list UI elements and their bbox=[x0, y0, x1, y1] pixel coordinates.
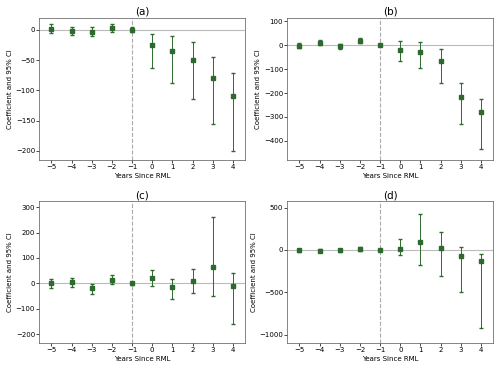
Y-axis label: Coefficient and 95% CI: Coefficient and 95% CI bbox=[7, 49, 13, 129]
Title: (c): (c) bbox=[135, 190, 149, 200]
Title: (b): (b) bbox=[383, 7, 398, 17]
X-axis label: Years Since RML: Years Since RML bbox=[362, 356, 418, 362]
X-axis label: Years Since RML: Years Since RML bbox=[114, 356, 170, 362]
Y-axis label: Coefficient and 95% CI: Coefficient and 95% CI bbox=[255, 49, 261, 129]
X-axis label: Years Since RML: Years Since RML bbox=[362, 173, 418, 179]
Y-axis label: Coefficient and 95% CI: Coefficient and 95% CI bbox=[7, 232, 13, 312]
X-axis label: Years Since RML: Years Since RML bbox=[114, 173, 170, 179]
Y-axis label: Coefficient and 95% CI: Coefficient and 95% CI bbox=[250, 232, 256, 312]
Title: (a): (a) bbox=[135, 7, 150, 17]
Title: (d): (d) bbox=[383, 190, 398, 200]
